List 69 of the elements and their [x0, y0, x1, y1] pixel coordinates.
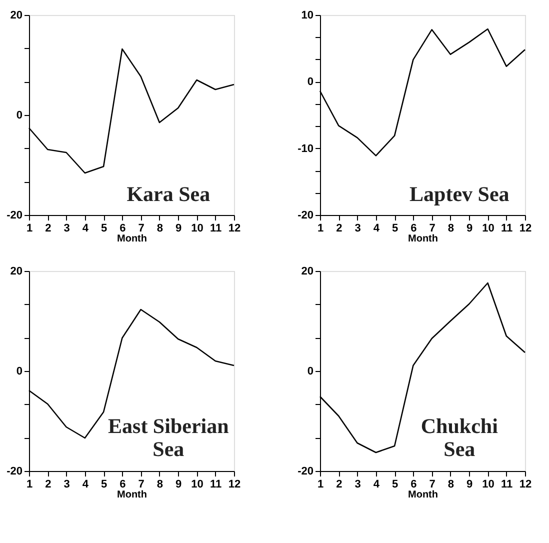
- y-tick-label: -20: [298, 466, 314, 478]
- annotation: Chukchi Sea: [420, 414, 498, 461]
- x-tick-label: 12: [228, 222, 241, 234]
- x-tick-label: 1: [317, 222, 324, 234]
- x-tick-label: 12: [228, 478, 241, 490]
- x-tick-label: 10: [191, 222, 204, 234]
- x-tick-label: 3: [64, 478, 70, 490]
- x-tick-label: 9: [176, 478, 182, 490]
- x-tick-label: 12: [519, 222, 532, 234]
- x-tick-label: 4: [82, 222, 90, 234]
- x-tick-label: 1: [317, 478, 324, 490]
- x-tick-label: 7: [138, 222, 144, 234]
- x-tick-label: 4: [373, 222, 380, 234]
- x-tick-label: 4: [373, 478, 380, 490]
- x-tick-label: 2: [45, 478, 52, 490]
- x-tick-label: 11: [501, 222, 513, 234]
- x-tick-label: 8: [156, 478, 164, 490]
- x-tick-label: 9: [466, 222, 473, 234]
- y-tick-label: -20: [6, 466, 22, 478]
- annotation: East Siberian Sea: [108, 414, 230, 461]
- x-tick-label: 3: [64, 222, 70, 234]
- y-tick-label: 0: [16, 110, 22, 122]
- y-tick-label: 20: [10, 10, 22, 22]
- annotation: Laptev Sea: [410, 182, 510, 206]
- x-tick-label: 2: [45, 222, 52, 234]
- y-tick-label: -20: [298, 210, 314, 222]
- x-tick-label: 11: [210, 478, 222, 490]
- x-tick-label: 8: [156, 222, 164, 234]
- x-tick-label: 10: [482, 222, 494, 234]
- x-tick-label: 11: [210, 222, 222, 234]
- x-tick-label: 4: [82, 478, 90, 490]
- y-tick-label: -20: [6, 210, 22, 222]
- y-tick-label: 0: [16, 366, 22, 378]
- y-tick-label: 0: [307, 76, 314, 88]
- x-tick-label: 7: [138, 478, 144, 490]
- x-axis-title: Month: [408, 490, 438, 500]
- x-axis-title: Month: [117, 490, 147, 500]
- x-tick-label: 8: [448, 478, 454, 490]
- x-tick-label: 2: [336, 222, 342, 234]
- y-tick-label: 20: [10, 266, 22, 278]
- x-tick-label: 12: [519, 478, 532, 490]
- x-tick-label: 10: [191, 478, 204, 490]
- x-tick-label: 9: [466, 478, 473, 490]
- x-tick-label: 10: [482, 478, 494, 490]
- x-axis-title: Month: [408, 234, 438, 244]
- x-tick-label: 6: [410, 222, 417, 234]
- y-tick-label: 0: [307, 366, 314, 378]
- x-tick-label: 11: [501, 478, 513, 490]
- x-tick-label: 5: [392, 478, 398, 490]
- x-tick-label: 6: [120, 222, 126, 234]
- x-tick-label: 7: [429, 478, 436, 490]
- x-tick-label: 2: [336, 478, 342, 490]
- y-tick-label: -10: [298, 142, 314, 155]
- annotation: Kara Sea: [126, 182, 211, 206]
- x-tick-label: 5: [392, 222, 398, 234]
- x-tick-label: 6: [410, 478, 417, 490]
- x-axis-title: Month: [117, 234, 147, 244]
- x-tick-label: 3: [354, 478, 361, 490]
- x-tick-label: 5: [100, 222, 108, 234]
- y-tick-label: 20: [301, 266, 314, 278]
- x-tick-label: 7: [429, 222, 436, 234]
- x-tick-label: 3: [354, 222, 361, 234]
- x-tick-label: 1: [26, 478, 33, 490]
- y-tick-label: 10: [301, 10, 314, 22]
- x-tick-label: 9: [176, 222, 182, 234]
- x-tick-label: 5: [100, 478, 108, 490]
- x-tick-label: 6: [120, 478, 126, 490]
- x-tick-label: 8: [448, 222, 454, 234]
- x-tick-label: 1: [26, 222, 33, 234]
